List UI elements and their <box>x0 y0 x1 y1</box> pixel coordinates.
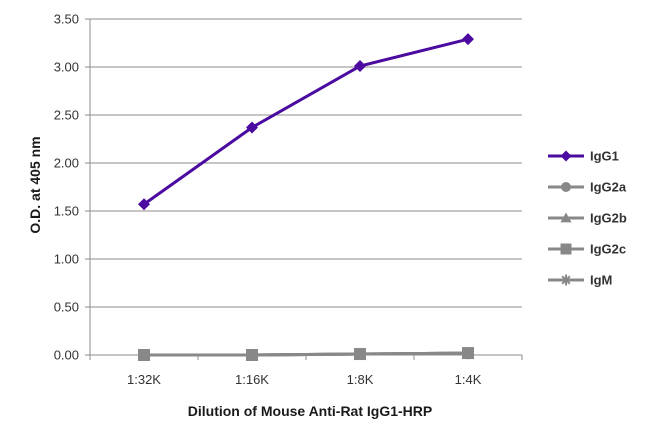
x-tick-labels: 1:32K 1:16K 1:8K 1:4K <box>127 372 482 387</box>
legend-swatch-marker <box>561 182 571 192</box>
data-point-igg2a <box>138 349 150 361</box>
legend-item-igg2a: IgG2a <box>548 180 627 195</box>
series-igg2a <box>138 347 474 361</box>
y-axis-title: O.D. at 405 nm <box>27 136 43 233</box>
legend-label: IgG1 <box>590 149 619 164</box>
legend-swatch-marker <box>560 150 572 162</box>
series-igg1 <box>138 33 474 211</box>
series-layer <box>138 33 474 361</box>
legend-swatch-marker <box>560 212 572 223</box>
data-point-igg1 <box>354 60 366 73</box>
y-tick-label: 2.00 <box>54 156 79 171</box>
legend-swatch-marker <box>560 274 572 286</box>
legend-item-igg2c: IgG2c <box>548 242 626 257</box>
x-tick-label: 1:8K <box>347 372 374 387</box>
data-point-igg2a <box>354 348 366 360</box>
data-point-igg2a <box>246 349 258 361</box>
series-line-igg2a <box>142 351 470 357</box>
data-point-igg2a <box>462 347 474 359</box>
series-line-igg1 <box>142 37 470 206</box>
y-tick-labels: 0.00 0.50 1.00 1.50 2.00 2.50 3.00 3.50 <box>54 12 79 363</box>
y-tick-label: 0.00 <box>54 348 79 363</box>
x-tick-label: 1:4K <box>455 372 482 387</box>
legend-label: IgG2a <box>590 180 627 195</box>
y-tick-label: 1.00 <box>54 252 79 267</box>
data-point-igg1 <box>246 121 258 134</box>
y-tick-label: 1.50 <box>54 204 79 219</box>
x-tick-label: 1:32K <box>127 372 161 387</box>
legend-item-igg1: IgG1 <box>548 149 619 164</box>
legend: IgG1 IgG2a IgG2b IgG2c IgM <box>548 149 627 288</box>
x-tick-label: 1:16K <box>235 372 269 387</box>
legend-label: IgG2c <box>590 242 626 257</box>
y-tick-label: 3.00 <box>54 60 79 75</box>
gridlines <box>85 18 522 356</box>
data-point-igg1 <box>462 33 474 46</box>
data-point-igg1 <box>138 198 150 211</box>
legend-label: IgM <box>590 273 612 288</box>
legend-swatch-marker <box>560 243 572 255</box>
legend-label: IgG2b <box>590 211 627 226</box>
y-tick-label: 0.50 <box>54 300 79 315</box>
legend-item-igg2b: IgG2b <box>548 211 627 226</box>
x-axis-title: Dilution of Mouse Anti-Rat IgG1-HRP <box>188 403 432 419</box>
y-tick-label: 2.50 <box>54 108 79 123</box>
y-tick-label: 3.50 <box>54 12 79 27</box>
legend-item-igm: IgM <box>548 273 612 288</box>
